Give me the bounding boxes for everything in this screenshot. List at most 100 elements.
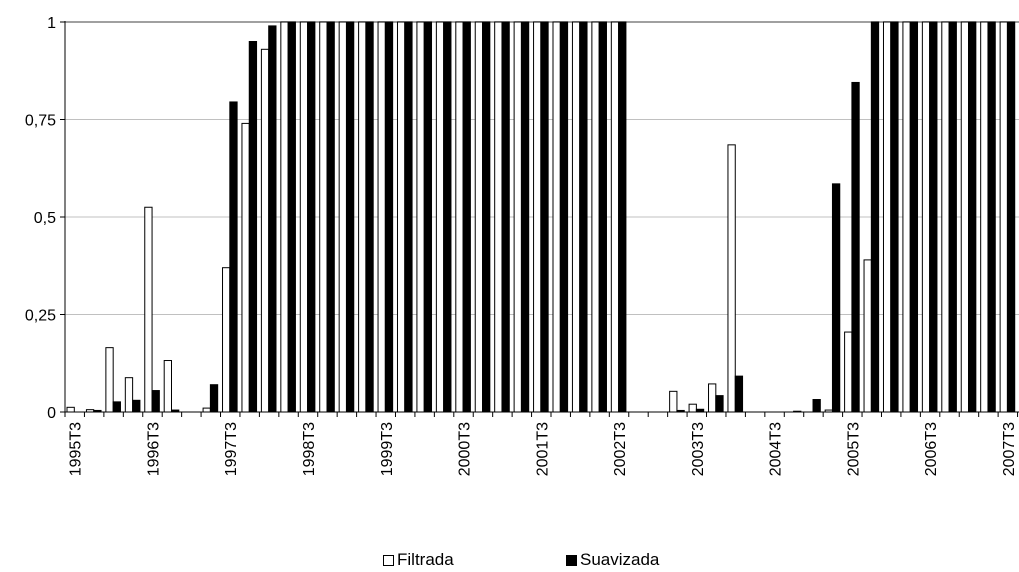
bar-suavizada xyxy=(715,395,724,413)
bar-filtrada xyxy=(66,406,75,413)
bar-suavizada xyxy=(287,21,296,413)
x-tick-label: 2003T3 xyxy=(690,422,707,476)
bar-suavizada xyxy=(968,21,977,413)
bar-filtrada xyxy=(241,122,250,413)
y-tick-label: 0,75 xyxy=(25,113,56,130)
bar-filtrada xyxy=(280,21,289,413)
x-tick-label: 2000T3 xyxy=(457,422,474,476)
bar-filtrada xyxy=(435,21,445,413)
bar-suavizada xyxy=(1006,21,1016,413)
y-tick-label: 0,25 xyxy=(25,308,56,325)
bar-suavizada xyxy=(929,21,938,413)
y-tick-label: 0 xyxy=(47,405,56,422)
bar-filtrada xyxy=(610,21,620,413)
bar-suavizada xyxy=(384,21,394,413)
bar-suavizada xyxy=(598,21,607,413)
y-tick-label: 0,5 xyxy=(34,210,56,227)
bar-filtrada xyxy=(533,21,542,413)
legend-swatch-suavizada xyxy=(566,554,577,566)
x-axis-ticks: 1995T3 1996T3 1997T3 1998T3 1999T3 2000T3 2001… xyxy=(64,412,1019,476)
bar-suavizada xyxy=(209,384,219,413)
bar-suavizada xyxy=(831,183,841,413)
x-tick-label: 2007T3 xyxy=(1001,422,1018,476)
bar-suavizada xyxy=(462,21,471,413)
bar-suavizada xyxy=(890,21,899,413)
x-tick-label: 1999T3 xyxy=(379,422,396,476)
bar-suavizada xyxy=(307,21,316,413)
bars xyxy=(66,21,1016,413)
bar-suavizada xyxy=(132,399,141,413)
bar-suavizada xyxy=(229,101,238,413)
bar-suavizada xyxy=(151,390,160,413)
y-tick-label: 1 xyxy=(47,15,56,32)
legend-item-suavizada: Suavizada xyxy=(566,550,659,570)
legend-swatch-filtrada xyxy=(383,554,394,566)
bar-filtrada xyxy=(494,21,503,413)
bar-filtrada xyxy=(882,21,892,413)
bar-filtrada xyxy=(844,331,853,413)
bar-filtrada xyxy=(260,48,270,413)
bar-filtrada xyxy=(474,21,484,413)
bar-filtrada xyxy=(455,21,464,413)
bar-suavizada xyxy=(501,21,510,413)
bar-suavizada xyxy=(618,21,627,413)
legend-label-suavizada: Suavizada xyxy=(580,550,660,569)
bar-suavizada xyxy=(579,21,588,413)
bar-filtrada xyxy=(941,21,950,413)
bar-suavizada xyxy=(248,41,258,413)
bar-filtrada xyxy=(688,403,697,413)
bar-filtrada xyxy=(299,21,309,413)
bar-filtrada xyxy=(708,383,717,413)
bar-suavizada xyxy=(365,21,374,413)
bar-filtrada xyxy=(416,21,425,413)
bar-filtrada xyxy=(571,21,581,413)
bar-filtrada xyxy=(921,21,931,413)
x-tick-label: 1996T3 xyxy=(145,422,162,476)
bar-filtrada xyxy=(863,259,872,413)
bar-filtrada xyxy=(144,206,153,413)
bar-filtrada xyxy=(338,21,347,413)
bar-filtrada xyxy=(124,377,134,413)
bar-suavizada xyxy=(812,399,821,413)
bar-filtrada xyxy=(319,21,328,413)
bar-suavizada xyxy=(734,375,744,413)
bar-filtrada xyxy=(163,360,172,413)
bar-filtrada xyxy=(105,347,114,413)
bar-filtrada xyxy=(513,21,522,413)
bar-suavizada xyxy=(987,21,996,413)
x-tick-label: 2005T3 xyxy=(845,422,862,476)
bar-filtrada xyxy=(377,21,386,413)
bar-filtrada xyxy=(960,21,970,413)
bar-suavizada xyxy=(423,21,433,413)
x-tick-label: 2002T3 xyxy=(612,422,629,476)
x-tick-label: 1997T3 xyxy=(223,422,240,476)
bar-suavizada xyxy=(851,81,860,413)
bar-suavizada xyxy=(443,21,452,413)
y-axis-ticks: 0 0,25 0,5 0,75 1 xyxy=(25,15,65,422)
x-tick-label: 1998T3 xyxy=(301,422,318,476)
bar-suavizada xyxy=(404,21,413,413)
bar-filtrada xyxy=(202,407,211,413)
bar-filtrada xyxy=(999,21,1008,413)
x-tick-label: 2004T3 xyxy=(768,422,785,476)
bar-filtrada xyxy=(591,21,600,413)
bar-suavizada xyxy=(520,21,530,413)
bar-filtrada xyxy=(396,21,406,413)
bar-suavizada xyxy=(326,21,335,413)
bar-suavizada xyxy=(540,21,549,413)
bar-suavizada xyxy=(268,25,277,413)
bar-suavizada xyxy=(948,21,957,413)
bar-filtrada xyxy=(669,390,678,413)
bar-suavizada xyxy=(345,21,355,413)
bar-filtrada xyxy=(727,144,736,413)
bar-filtrada xyxy=(552,21,561,413)
legend-label-filtrada: Filtrada xyxy=(397,550,454,569)
bar-suavizada xyxy=(909,21,919,413)
bar-filtrada xyxy=(980,21,989,413)
bar-filtrada xyxy=(902,21,911,413)
legend-item-filtrada: Filtrada xyxy=(383,550,454,570)
x-tick-label: 2001T3 xyxy=(534,422,551,476)
bar-suavizada xyxy=(112,401,121,413)
bar-suavizada xyxy=(482,21,491,413)
